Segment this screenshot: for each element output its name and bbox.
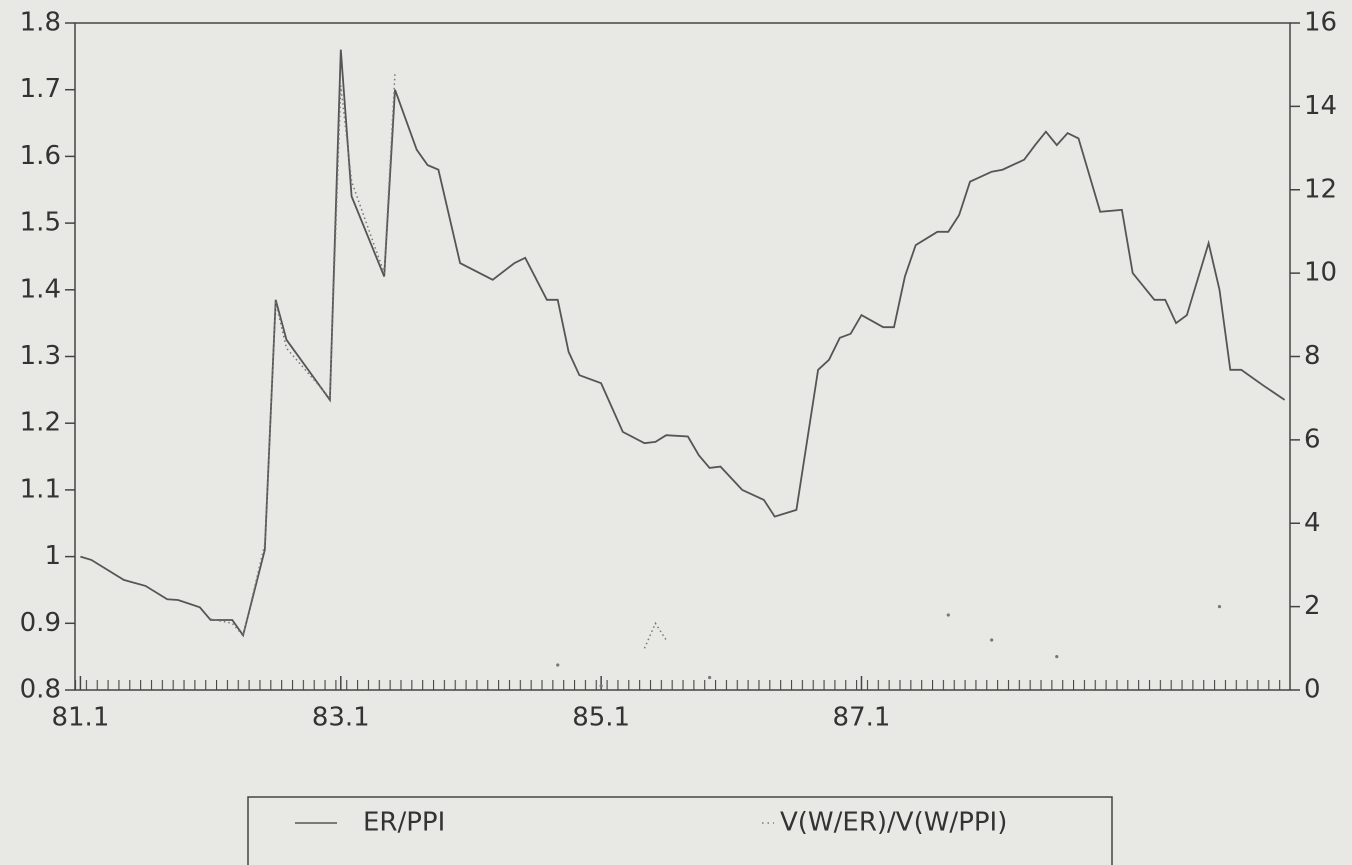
y2-tick-label: 6: [1304, 424, 1321, 454]
y-tick-label: 1.6: [20, 141, 61, 171]
series-point: [1055, 655, 1059, 659]
x-tick-label: 81.1: [51, 703, 109, 733]
series-point: [990, 638, 994, 642]
series-point: [946, 613, 950, 617]
y-tick-label: 1.3: [20, 341, 61, 371]
x-tick-label: 85.1: [572, 703, 630, 733]
y2-tick-label: 8: [1304, 341, 1321, 371]
y-tick-label: 0.9: [20, 608, 61, 638]
y2-tick-label: 4: [1304, 508, 1321, 538]
y-tick-label: 1.5: [20, 208, 61, 238]
y2-tick-label: 10: [1304, 258, 1337, 288]
x-tick-label: 87.1: [833, 703, 891, 733]
legend-label: ER/PPI: [363, 808, 445, 838]
y-tick-label: 1: [44, 541, 61, 571]
series-line: [643, 621, 667, 649]
series-point: [1217, 605, 1222, 609]
y2-tick-label: 2: [1304, 591, 1321, 621]
y-tick-label: 0.8: [20, 675, 61, 705]
series-point: [708, 675, 712, 680]
series-point: [556, 663, 560, 667]
y2-tick-label: 0: [1304, 675, 1321, 705]
series-line: [80, 49, 1286, 638]
y-tick-label: 1.7: [20, 74, 61, 104]
legend-label: V(W/ER)/V(W/PPI): [780, 808, 1007, 838]
y2-tick-label: 14: [1304, 91, 1337, 121]
x-tick-label: 83.1: [312, 703, 370, 733]
series-point: [599, 684, 603, 688]
y2-tick-label: 12: [1304, 174, 1337, 204]
y-tick-label: 1.2: [20, 408, 61, 438]
minor-ticks: [75, 680, 1290, 690]
y-tick-label: 1.1: [20, 474, 61, 504]
y-tick-label: 1.8: [20, 8, 61, 38]
y-tick-label: 1.4: [20, 274, 61, 304]
y2-tick-label: 16: [1304, 8, 1337, 38]
legend-box: [247, 796, 1113, 865]
